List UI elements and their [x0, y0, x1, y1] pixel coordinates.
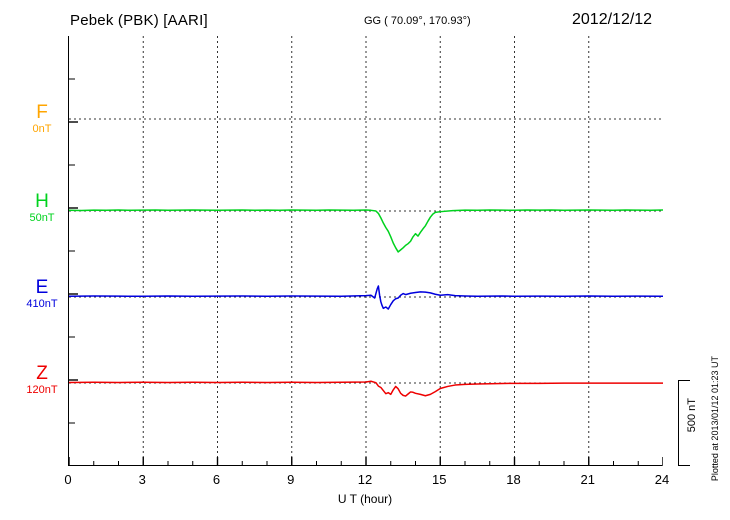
component-symbol-e: E	[35, 277, 49, 298]
trace-z	[69, 380, 663, 397]
x-tick-label-15: 15	[432, 472, 447, 487]
plotted-timestamp: Plotted at 2013/01/12 01:23 UT	[710, 356, 720, 482]
scale-bar-line	[678, 380, 680, 466]
trace-e	[69, 285, 663, 310]
component-amplitude-f: 0nT	[32, 123, 52, 135]
x-tick-label-3: 3	[138, 472, 146, 487]
x-tick-label-6: 6	[212, 472, 221, 487]
component-label-z: Z 120nT	[14, 364, 70, 397]
x-tick-label-12: 12	[357, 472, 373, 487]
component-label-e: E 410nT	[14, 278, 70, 311]
axis-ticks-layer	[69, 78, 663, 466]
grid-layer	[69, 36, 663, 466]
x-tick-label-18: 18	[506, 472, 521, 487]
component-amplitude-z: 120nT	[26, 384, 58, 396]
x-tick-label-0: 0	[64, 472, 72, 487]
observation-date: 2012/12/12	[572, 11, 653, 28]
scale-bar-label: 500 nT	[686, 398, 698, 433]
trace-h	[69, 209, 663, 253]
station-title: Pebek (PBK) [AARI]	[70, 12, 208, 29]
component-symbol-z: Z	[36, 363, 48, 384]
magnetogram-plot	[69, 36, 663, 466]
geographic-coordinates: GG ( 70.09°, 170.93°)	[364, 15, 471, 27]
component-label-h: H 50nT	[14, 192, 70, 225]
x-axis-title: U T (hour)	[337, 492, 393, 506]
x-tick-label-21: 21	[580, 472, 595, 487]
scale-bar	[678, 380, 692, 466]
component-symbol-f: F	[36, 102, 48, 123]
component-label-f: F 0nT	[14, 103, 70, 136]
x-tick-label-24: 24	[654, 472, 670, 487]
component-amplitude-e: 410nT	[26, 298, 58, 310]
x-tick-label-9: 9	[287, 472, 295, 487]
scale-bar-cap-bottom	[678, 464, 690, 466]
plot-frame	[68, 36, 663, 466]
component-symbol-h: H	[35, 191, 49, 212]
traces-layer	[69, 209, 663, 397]
scale-bar-cap-top	[678, 380, 690, 382]
component-amplitude-h: 50nT	[29, 212, 55, 224]
